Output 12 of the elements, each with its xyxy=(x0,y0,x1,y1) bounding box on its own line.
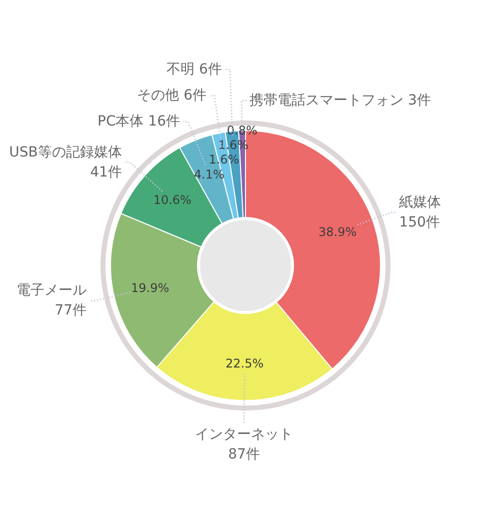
slice-label: PC本体 16件 xyxy=(98,114,180,130)
data-label: 19.9% xyxy=(131,280,170,295)
slice-label: その他 6件 xyxy=(137,88,207,104)
slice-label: 電子メール 77件 xyxy=(16,282,87,319)
slice-label: 携帯電話スマートフォン 3件 xyxy=(250,92,431,109)
slice-label: 紙媒体 150件 xyxy=(399,194,442,231)
slice-label: USB等の記録媒体 41件 xyxy=(9,144,122,180)
data-label: 10.6% xyxy=(153,193,192,208)
data-label: 38.9% xyxy=(318,225,357,240)
slice-label: 不明 6件 xyxy=(166,62,222,78)
slice-label: インターネット 87件 xyxy=(195,426,294,462)
data-label: 22.5% xyxy=(226,356,264,370)
